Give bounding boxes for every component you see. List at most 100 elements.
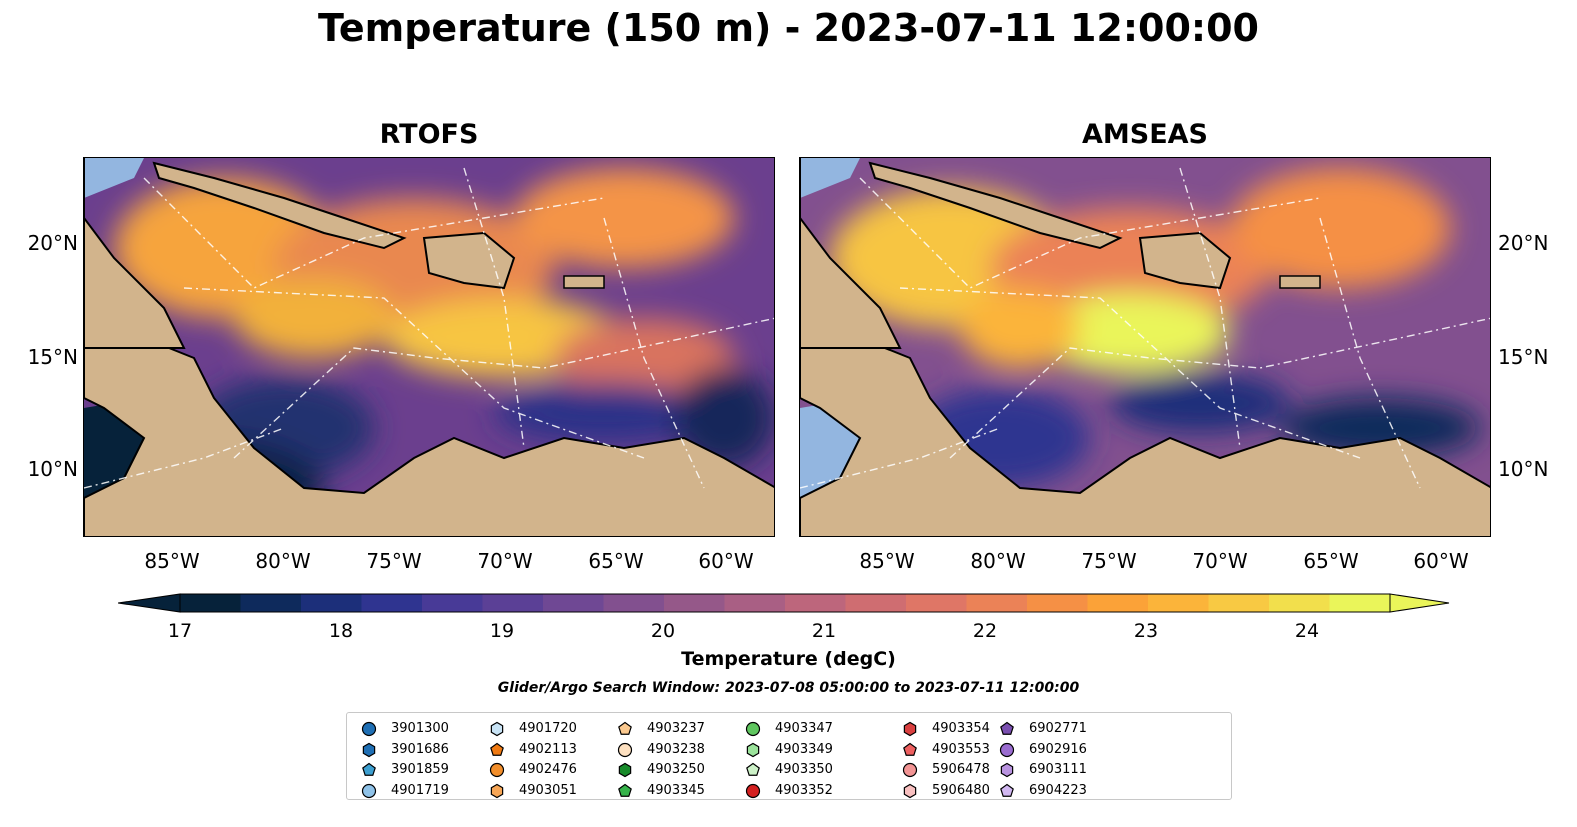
colorbar-tick-21: 21	[811, 620, 837, 642]
legend-marker-pentagon-icon	[618, 783, 632, 797]
map-rtofs-canvas	[84, 158, 774, 536]
colorbar-segment	[543, 594, 604, 612]
figure-title: Temperature (150 m) - 2023-07-11 12:00:0…	[317, 6, 1259, 50]
legend-label: 3901686	[391, 741, 449, 757]
legend-label: 4901720	[519, 721, 577, 736]
lon-tick-70w-rtofs: 70°W	[477, 549, 533, 573]
colorbar-segment	[785, 594, 846, 612]
legend-marker-pentagon-icon	[1000, 783, 1014, 797]
legend-marker-circle-icon	[999, 742, 1015, 757]
legend-marker-pentagon-icon	[1000, 721, 1014, 735]
map-amseas	[799, 157, 1491, 537]
legend-marker-hexagon-icon	[490, 721, 504, 737]
colorbar-segment	[482, 594, 544, 612]
colorbar-segment	[180, 594, 241, 612]
colorbar-segment	[1148, 594, 1209, 612]
colorbar-segment	[422, 594, 483, 612]
colorbar-segment	[906, 594, 967, 612]
lon-tick-85w-amseas: 85°W	[859, 549, 915, 573]
colorbar-tick-20: 20	[650, 620, 676, 642]
legend-marker-pentagon-icon	[903, 742, 917, 756]
legend-label: 5906478	[932, 762, 990, 777]
colorbar-segment	[1269, 594, 1330, 612]
search-window-caption: Glider/Argo Search Window: 2023-07-08 05…	[497, 680, 1080, 696]
lon-tick-65w-amseas: 65°W	[1303, 549, 1359, 573]
lat-tick-20n-left: 20°N	[27, 231, 78, 255]
colorbar-tick-22: 22	[972, 620, 998, 642]
colorbar-segment	[664, 594, 725, 612]
colorbar-segment	[1027, 594, 1088, 612]
legend-marker-circle-icon	[489, 762, 505, 778]
lat-tick-10n-right: 10°N	[1498, 457, 1549, 481]
legend-label: 4901719	[391, 782, 449, 798]
lon-tick-85w-rtofs: 85°W	[144, 549, 200, 573]
legend-label: 6903111	[1029, 762, 1087, 777]
colorbar-segment	[845, 594, 907, 612]
colorbar-segment	[301, 594, 362, 612]
legend-marker-pentagon-icon	[618, 721, 632, 735]
float-legend: 3901300 3901686 3901859 4901719 4901720 49021…	[346, 712, 1232, 800]
legend-label: 4903250	[647, 762, 705, 777]
colorbar-tick-23: 23	[1133, 620, 1159, 642]
colorbar-tick-18: 18	[328, 620, 354, 642]
legend-label: 3901300	[391, 721, 449, 736]
legend-marker-circle-icon	[745, 721, 761, 737]
legend-marker-pentagon-icon	[490, 742, 504, 756]
colorbar-tick-19: 19	[489, 620, 515, 642]
lon-tick-80w-amseas: 80°W	[970, 549, 1026, 573]
colorbar-segment	[240, 594, 302, 612]
legend-label: 4902476	[519, 762, 577, 777]
legend-marker-circle-icon	[745, 783, 761, 798]
legend-marker-hexagon-icon	[362, 742, 376, 757]
lon-tick-70w-amseas: 70°W	[1192, 549, 1248, 573]
legend-label: 4903237	[647, 721, 705, 736]
legend-label: 4903238	[647, 741, 705, 757]
legend-label: 4903354	[932, 721, 990, 736]
legend-marker-pentagon-icon	[746, 762, 760, 776]
legend-marker-hexagon-icon	[618, 762, 632, 778]
lon-tick-80w-rtofs: 80°W	[255, 549, 311, 573]
panel-title-amseas: AMSEAS	[1082, 119, 1208, 150]
lat-tick-15n-left: 15°N	[27, 345, 78, 369]
legend-label: 4903345	[647, 782, 705, 798]
colorbar-segment	[724, 594, 786, 612]
colorbar-segment	[1208, 594, 1270, 612]
lon-tick-75w-rtofs: 75°W	[366, 549, 422, 573]
map-rtofs	[83, 157, 775, 537]
legend-marker-hexagon-icon	[903, 721, 917, 737]
legend-label: 4903350	[775, 762, 833, 777]
lon-tick-60w-rtofs: 60°W	[698, 549, 754, 573]
legend-label: 4902113	[519, 741, 577, 757]
legend-marker-pentagon-icon	[362, 762, 376, 776]
legend-label: 4903553	[932, 741, 990, 757]
lon-tick-60w-amseas: 60°W	[1413, 549, 1469, 573]
colorbar-segment	[361, 594, 423, 612]
legend-label: 4903349	[775, 741, 833, 757]
colorbar-segment	[966, 594, 1028, 612]
map-amseas-canvas	[800, 158, 1490, 536]
lon-tick-65w-rtofs: 65°W	[588, 549, 644, 573]
legend-label: 6904223	[1029, 782, 1087, 798]
legend-marker-circle-icon	[902, 762, 918, 778]
legend-label: 4903352	[775, 782, 833, 798]
colorbar-segment	[603, 594, 665, 612]
legend-marker-circle-icon	[617, 742, 633, 757]
colorbar-tick-24: 24	[1294, 620, 1320, 642]
lon-tick-75w-amseas: 75°W	[1081, 549, 1137, 573]
legend-marker-hexagon-icon	[903, 783, 917, 798]
legend-label: 5906480	[932, 782, 990, 798]
colorbar	[118, 593, 1450, 613]
lat-tick-15n-right: 15°N	[1498, 345, 1549, 369]
lat-tick-20n-right: 20°N	[1498, 231, 1549, 255]
legend-marker-circle-icon	[361, 721, 377, 737]
panel-title-rtofs: RTOFS	[379, 119, 479, 150]
colorbar-tick-17: 17	[167, 620, 193, 642]
colorbar-label: Temperature (degC)	[681, 648, 896, 670]
legend-label: 6902771	[1029, 721, 1087, 736]
legend-marker-hexagon-icon	[1000, 762, 1014, 778]
legend-marker-circle-icon	[361, 783, 377, 798]
colorbar-segment	[1087, 594, 1149, 612]
lat-tick-10n-left: 10°N	[27, 457, 78, 481]
legend-label: 4903347	[775, 721, 833, 736]
legend-marker-hexagon-icon	[746, 742, 760, 757]
